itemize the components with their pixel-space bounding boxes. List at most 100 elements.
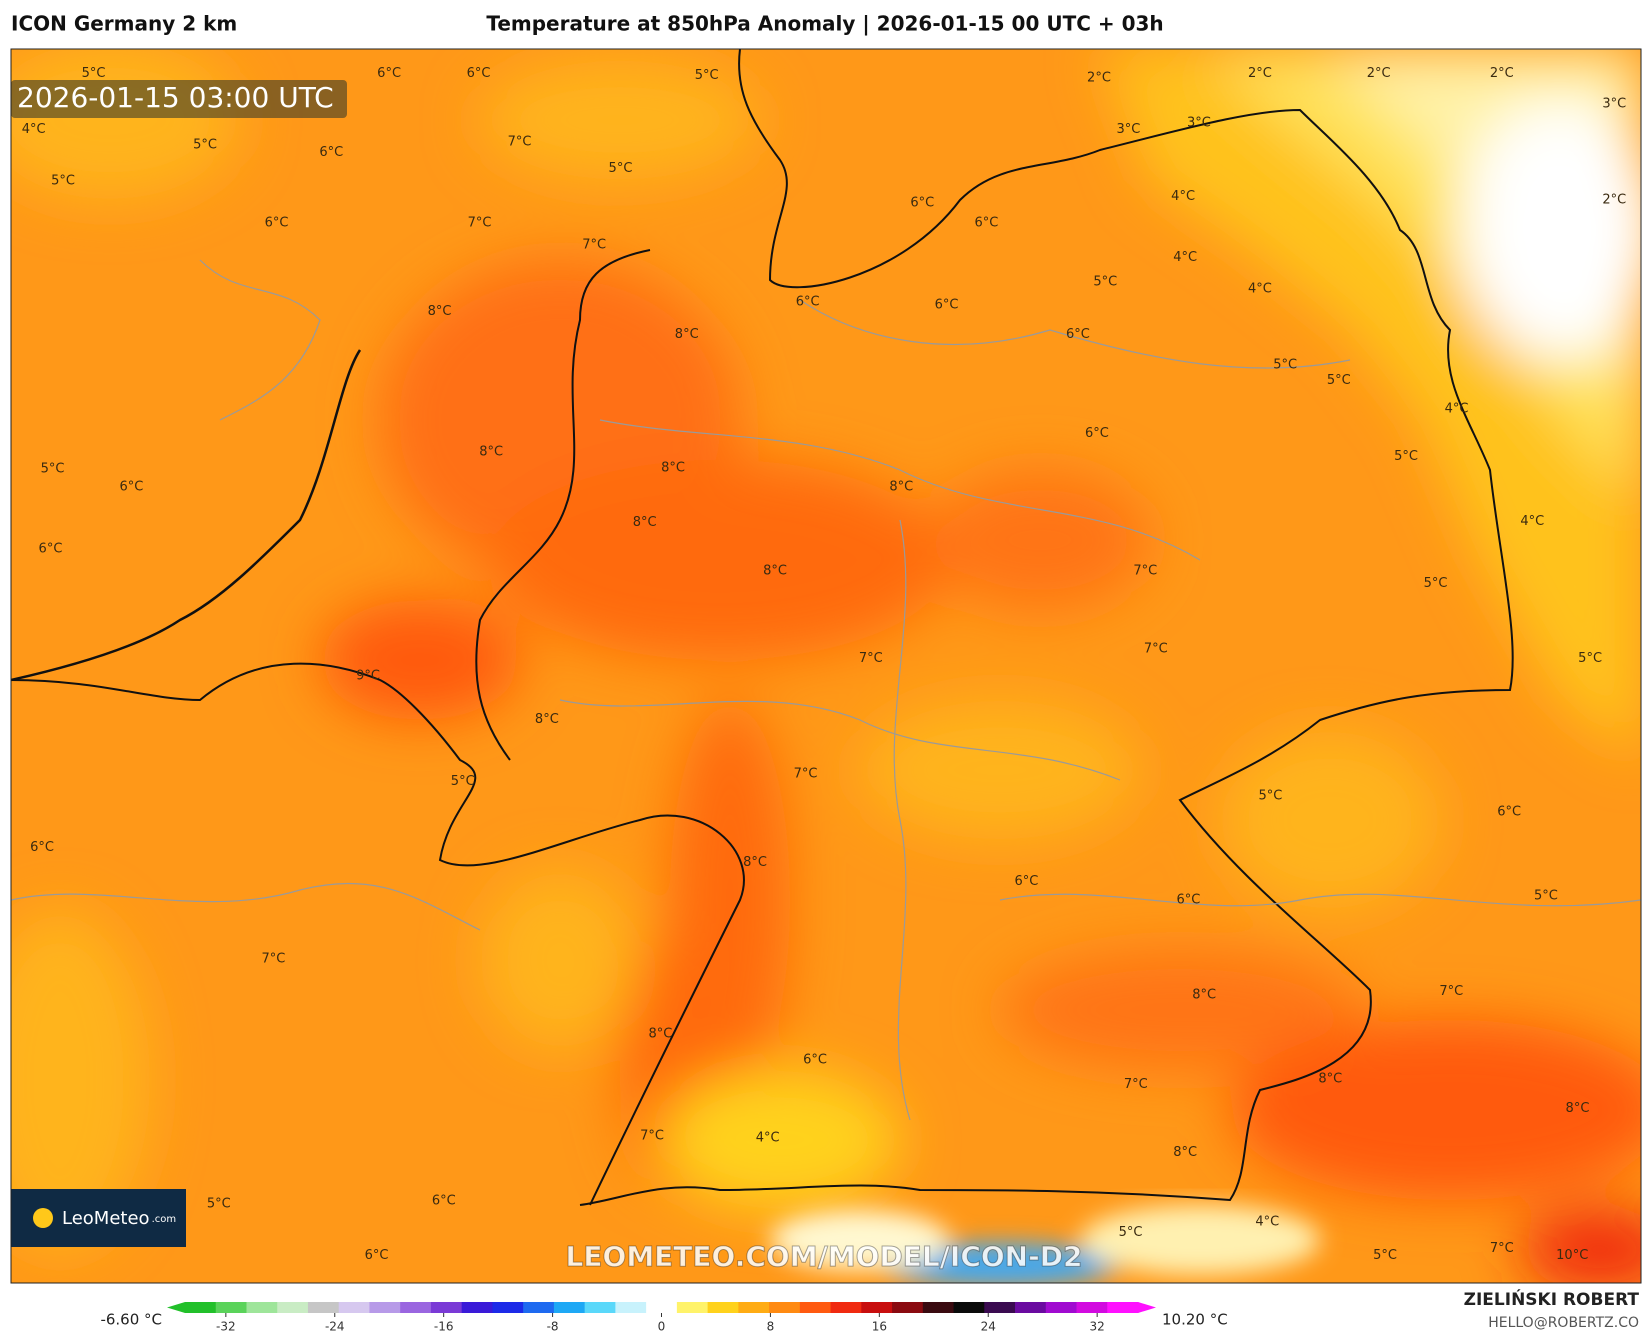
colorbar-tick-label: -24 xyxy=(325,1320,345,1334)
temp-label: 4°C xyxy=(756,1130,780,1145)
colorbar-segment xyxy=(738,1302,770,1313)
temp-label: 2°C xyxy=(1087,70,1111,85)
temp-label: 6°C xyxy=(432,1193,456,1208)
temp-label: 7°C xyxy=(640,1128,664,1143)
colorbar-segment xyxy=(799,1302,832,1313)
colorbar-tick-label: 32 xyxy=(1090,1320,1105,1334)
temp-label: 5°C xyxy=(1258,789,1282,804)
temp-label: 5°C xyxy=(193,138,217,153)
colorbar-segment xyxy=(523,1302,555,1313)
temp-label: 7°C xyxy=(1133,564,1157,579)
temp-label: 2°C xyxy=(1367,66,1391,81)
temp-label: 2°C xyxy=(1248,66,1272,81)
colorbar-min: -6.60 °C xyxy=(100,1311,162,1329)
colorbar-max: 10.20 °C xyxy=(1162,1311,1228,1329)
admin-borders xyxy=(11,259,1641,1121)
temp-label: 8°C xyxy=(633,515,657,530)
temp-label: 5°C xyxy=(207,1197,231,1212)
colorbar-tick-label: 16 xyxy=(872,1320,887,1334)
temp-label: 10°C xyxy=(1556,1248,1588,1263)
colorbar-arrow xyxy=(1138,1302,1156,1313)
temp-label: 5°C xyxy=(1534,889,1558,904)
temp-label: 6°C xyxy=(30,840,54,855)
temp-label: 5°C xyxy=(1578,651,1602,666)
temp-label: 8°C xyxy=(649,1026,673,1041)
colorbar-tick-label: -32 xyxy=(216,1320,236,1334)
temp-label: 5°C xyxy=(51,173,75,188)
temp-label: 8°C xyxy=(1566,1101,1590,1116)
borders xyxy=(11,49,1514,1206)
temp-label: 8°C xyxy=(1192,987,1216,1002)
colorbar-segment xyxy=(1107,1302,1139,1313)
temp-label: 4°C xyxy=(1445,402,1469,417)
temp-label: 6°C xyxy=(796,294,820,309)
colorbar-segment xyxy=(676,1302,709,1313)
temp-label: 5°C xyxy=(451,774,475,789)
temp-label: 4°C xyxy=(1520,514,1544,529)
temp-label: 7°C xyxy=(582,238,606,253)
temp-label: 4°C xyxy=(1173,250,1197,265)
temp-label: 5°C xyxy=(1093,274,1117,289)
temp-label: 7°C xyxy=(794,767,818,782)
temp-label: 6°C xyxy=(803,1053,827,1068)
colorbar-segment xyxy=(769,1302,801,1313)
temp-label: 5°C xyxy=(695,68,719,83)
colorbar-segment xyxy=(215,1302,247,1313)
temp-label: 6°C xyxy=(39,541,63,556)
colorbar-segment xyxy=(369,1302,401,1313)
map-area: 5°C 6°C 6°C 5°C 2°C 2°C 2°C 2°C 3°C 4°C 5°C 6°C 7°C 5… xyxy=(11,49,1641,1283)
temp-label: 5°C xyxy=(41,462,65,477)
author-name: ZIELIŃSKI ROBERT xyxy=(1464,1288,1640,1310)
temperature-labels: 5°C 6°C 6°C 5°C 2°C 2°C 2°C 2°C 3°C 4°C 5°C 6°C 7°C 5… xyxy=(22,66,1627,1263)
temp-label: 6°C xyxy=(975,215,999,230)
colorbar-segment xyxy=(400,1302,432,1313)
temp-label: 7°C xyxy=(1124,1077,1148,1092)
temp-label: 6°C xyxy=(910,195,934,210)
colorbar-segment xyxy=(922,1302,955,1313)
temp-label: 5°C xyxy=(1424,576,1448,591)
model-name: ICON Germany 2 km xyxy=(11,12,237,36)
temp-label: 7°C xyxy=(262,952,286,967)
temp-label: 5°C xyxy=(1373,1248,1397,1263)
colorbar-segment xyxy=(307,1302,340,1313)
temp-label: 3°C xyxy=(1116,122,1140,137)
colorbar-segment xyxy=(246,1302,278,1313)
temp-label: 7°C xyxy=(1439,984,1463,999)
colorbar-segment xyxy=(1076,1302,1108,1313)
author-email: HELLO@ROBERTZ.CO xyxy=(1488,1315,1639,1331)
colorbar-segment xyxy=(953,1302,985,1313)
temp-label: 3°C xyxy=(1187,116,1211,131)
temp-label: 8°C xyxy=(763,564,787,579)
temp-label: 4°C xyxy=(22,122,46,137)
colorbar-segment xyxy=(1015,1302,1047,1313)
temp-label: 6°C xyxy=(319,145,343,160)
temp-label: 4°C xyxy=(1171,189,1195,204)
colorbar-segment xyxy=(984,1302,1016,1313)
temp-label: 6°C xyxy=(377,66,401,81)
temp-label: 6°C xyxy=(467,66,491,81)
temp-label: 2°C xyxy=(1490,66,1514,81)
timestamp-box xyxy=(11,80,347,118)
temp-label: 8°C xyxy=(428,304,452,319)
alps xyxy=(770,1205,1320,1283)
temp-label: 7°C xyxy=(1490,1241,1514,1256)
temp-label: 8°C xyxy=(661,460,685,475)
temp-label: 7°C xyxy=(508,134,532,149)
temp-label: 8°C xyxy=(675,327,699,342)
temp-label: 5°C xyxy=(1327,373,1351,388)
temp-label: 6°C xyxy=(265,215,289,230)
temp-label: 8°C xyxy=(1318,1072,1342,1087)
anomaly-field xyxy=(11,49,1641,1283)
colorbar-segment xyxy=(615,1302,647,1313)
colorbar-tick-label: 0 xyxy=(658,1320,666,1334)
temp-label: 6°C xyxy=(120,479,144,494)
temp-label: 6°C xyxy=(365,1248,389,1263)
temp-label: 4°C xyxy=(1255,1215,1279,1230)
temp-label: 9°C xyxy=(356,669,380,684)
colorbar-segment xyxy=(553,1302,586,1313)
temp-label: 8°C xyxy=(535,712,559,727)
temp-label: 6°C xyxy=(1497,804,1521,819)
temp-label: 5°C xyxy=(1273,357,1297,372)
temp-label: 4°C xyxy=(1248,282,1272,297)
